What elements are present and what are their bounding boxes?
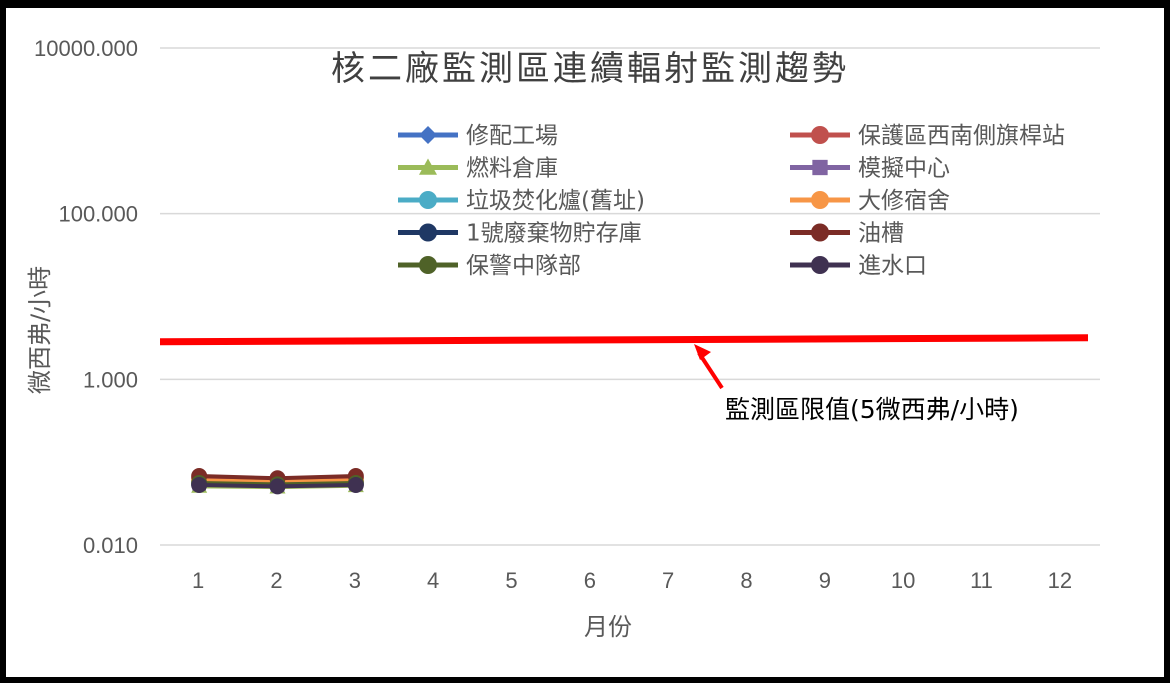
legend-marker	[811, 223, 829, 242]
x-tick-label: 10	[891, 568, 915, 593]
legend-marker	[811, 126, 829, 144]
x-tick-label: 8	[740, 568, 752, 593]
x-tick-label: 12	[1048, 568, 1072, 593]
gridlines	[160, 47, 1100, 546]
annotation-arrow-head	[694, 344, 711, 360]
legend-label: 大修宿舍	[858, 188, 950, 214]
legend-marker	[812, 159, 828, 176]
y-tick-label: 100.000	[58, 202, 138, 227]
legend-label: 保警中隊部	[466, 253, 581, 279]
legend-label: 燃料倉庫	[466, 156, 558, 182]
y-tick-label: 0.010	[83, 533, 138, 558]
x-tick-label: 1	[192, 568, 204, 593]
x-tick-label: 2	[270, 568, 282, 593]
legend-marker	[419, 191, 437, 209]
legend-marker	[419, 126, 437, 144]
y-axis-label: 微西弗/小時	[26, 266, 54, 394]
limit-annotation: 監測區限值(5微西弗/小時)	[725, 395, 1019, 424]
limit-line	[159, 334, 1089, 346]
x-tick-label: 9	[819, 568, 831, 593]
x-tick-label: 7	[662, 568, 674, 593]
y-tick-label: 10000.000	[34, 36, 138, 61]
annotation-arrow-shaft	[697, 351, 724, 390]
y-tick-label: 1.000	[83, 367, 138, 392]
data-point	[269, 478, 286, 495]
y-tick-labels: 10000.000 100.000 1.000 0.010	[34, 36, 138, 558]
chart-title: 核二廠監測區連續輻射監測趨勢	[331, 49, 849, 89]
legend-marker	[811, 191, 829, 209]
x-tick-label: 4	[427, 568, 439, 593]
x-tick-label: 5	[505, 568, 517, 593]
legend-label: 模擬中心	[858, 156, 950, 182]
x-tick-label: 3	[349, 568, 361, 593]
limit-line-group	[159, 334, 1089, 390]
x-axis-label: 月份	[584, 613, 632, 641]
legend-marker	[419, 223, 437, 242]
x-tick-label: 6	[584, 568, 596, 593]
legend-label: 垃圾焚化爐(舊址)	[466, 188, 645, 214]
legend-label: 進水口	[858, 253, 927, 279]
legend-label: 1號廢棄物貯存庫	[466, 221, 642, 247]
legend-marker	[419, 158, 437, 175]
legend-marker	[419, 256, 437, 274]
data-point	[347, 477, 364, 494]
series-lines	[191, 468, 364, 495]
x-tick-label: 11	[970, 568, 993, 593]
legend-marker	[811, 256, 829, 274]
legend-label: 修配工場	[466, 123, 558, 149]
data-point	[191, 477, 208, 494]
x-tick-labels: 1 2 3 4 5 6 7 8 9 10 11 12	[192, 568, 1072, 593]
legend-label: 保護區西南側旗桿站	[858, 123, 1065, 149]
legend-label: 油槽	[858, 221, 904, 247]
